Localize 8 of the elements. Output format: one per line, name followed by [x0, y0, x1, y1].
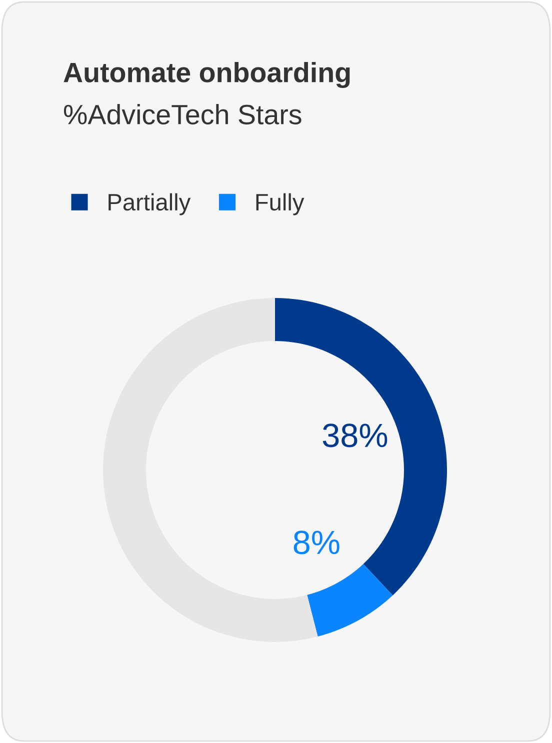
donut-slice	[307, 564, 393, 637]
donut-slice	[275, 298, 447, 596]
data-label: 38%	[322, 424, 388, 448]
data-label: 8%	[294, 530, 340, 554]
chart-title: Automate onboarding	[64, 62, 350, 88]
legend-label: Fully	[256, 193, 304, 216]
legend-label: Partially	[108, 193, 191, 216]
chart-subtitle: %AdviceTech Stars	[64, 104, 302, 124]
